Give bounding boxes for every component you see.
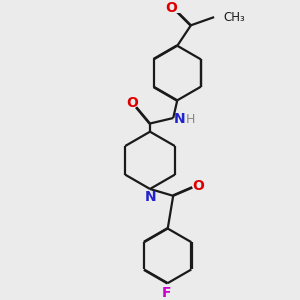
Text: O: O <box>192 179 204 193</box>
Text: H: H <box>186 113 196 126</box>
Text: F: F <box>162 286 171 300</box>
Text: O: O <box>165 1 177 15</box>
Text: CH₃: CH₃ <box>224 11 245 24</box>
Text: O: O <box>126 96 138 110</box>
Text: N: N <box>174 112 186 126</box>
Text: N: N <box>145 190 156 204</box>
